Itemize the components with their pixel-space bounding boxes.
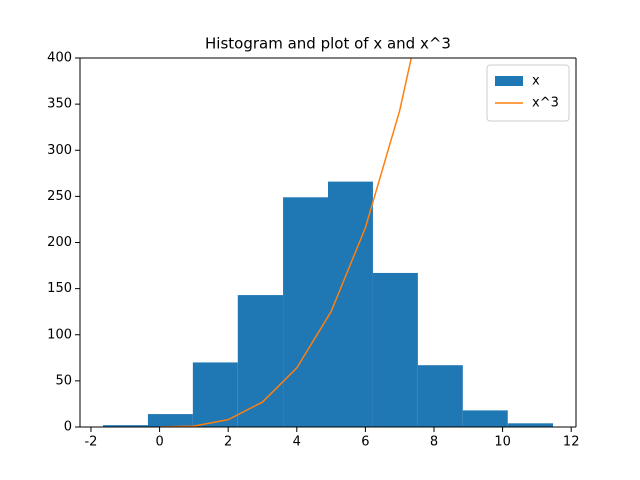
x-tick-label: 12 [563, 435, 580, 450]
y-tick-label: 100 [47, 327, 72, 342]
y-tick-label: 200 [47, 235, 72, 250]
x-tick-label: 10 [494, 435, 511, 450]
x-tick-label: 4 [293, 435, 301, 450]
histogram-bar [102, 425, 148, 427]
x-tick-label: 6 [361, 435, 369, 450]
y-tick-label: 150 [47, 281, 72, 296]
y-tick-label: 300 [47, 143, 72, 158]
histogram-bar [237, 295, 284, 427]
y-tick-label: 0 [64, 420, 72, 435]
legend-label: x^3 [532, 96, 559, 111]
histogram-bar [328, 181, 373, 427]
y-tick-label: 250 [47, 189, 72, 204]
y-tick-label: 350 [47, 97, 72, 112]
histogram-bar [372, 272, 418, 427]
plot-area [102, 58, 554, 427]
chart-title: Histogram and plot of x and x^3 [205, 35, 451, 53]
legend-swatch [495, 76, 523, 86]
y-tick-label: 400 [47, 51, 72, 66]
histogram-bar [507, 423, 554, 427]
legend-label: x [532, 74, 540, 89]
x-tick-label: 2 [224, 435, 232, 450]
histogram-bar [283, 197, 328, 427]
x-tick-label: -2 [84, 435, 97, 450]
histogram-bar [462, 410, 508, 427]
x-tick-label: 0 [155, 435, 163, 450]
histogram-bar [417, 365, 463, 427]
legend-box [486, 64, 570, 122]
histogram-bar [147, 414, 193, 427]
x-tick-label: 8 [430, 435, 438, 450]
histogram-bar [192, 362, 238, 427]
line [159, 58, 413, 427]
y-tick-label: 50 [55, 373, 72, 388]
